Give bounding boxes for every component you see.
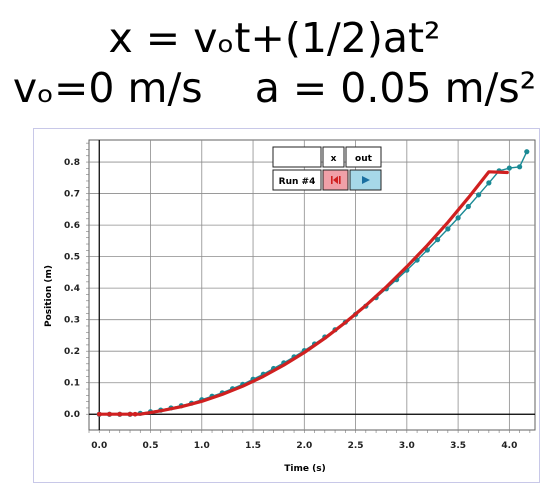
y-tick-labels: 0.0 0.1 0.2 0.3 0.4 0.5 0.6 0.7 0.8	[64, 158, 80, 420]
play-icon	[362, 176, 370, 184]
legend-blank-cell[interactable]	[272, 146, 322, 168]
legend-x-cell	[322, 146, 345, 168]
legend-run-label: Run #4	[279, 177, 316, 187]
measured-point	[455, 215, 461, 221]
legend-out-label: out	[355, 154, 373, 164]
measured-point	[445, 226, 451, 232]
legend-run-cell	[272, 169, 322, 191]
y-tick-label: 0.2	[64, 347, 80, 357]
legend-out-cell	[345, 146, 382, 168]
y-axis-title: Position (m)	[44, 265, 54, 327]
model-point	[127, 411, 133, 417]
measured-point	[476, 192, 482, 198]
x-tick-labels: 0.0 0.5 1.0 1.5 2.0 2.5 3.0 3.5 4.0	[91, 441, 517, 451]
x-tick-label: 1.0	[194, 441, 210, 451]
y-tick-label: 0.7	[64, 190, 80, 200]
grid-lines	[88, 139, 536, 431]
y-tick-label: 0.5	[64, 253, 80, 263]
y-tick-label: 0.3	[64, 316, 80, 326]
y-tick-label: 0.8	[64, 158, 80, 168]
x-tick-label: 4.0	[501, 441, 517, 451]
legend-x-label: x	[331, 154, 337, 164]
model-point	[132, 411, 138, 417]
model-point	[107, 411, 112, 417]
model-point	[96, 411, 102, 417]
series	[96, 149, 530, 417]
y-tick-label: 0.0	[64, 410, 80, 420]
x-tick-label: 2.5	[348, 441, 364, 451]
stop-icon	[331, 176, 341, 184]
x-tick-label: 3.5	[450, 441, 466, 451]
y-tick-label: 0.1	[64, 379, 80, 389]
chart-canvas[interactable]: 0.0 0.1 0.2 0.3 0.4 0.5 0.6 0.7 0.8 0.0 0.5 1.0 1.5…	[33, 128, 540, 483]
equation-heading: x = vₒt+(1/2)at²	[108, 14, 441, 62]
x-tick-label: 1.5	[245, 441, 261, 451]
parameters-heading: vₒ=0 m/s a = 0.05 m/s²	[12, 64, 537, 112]
measured-point	[465, 203, 471, 210]
measured-point	[434, 237, 441, 243]
plot-border	[88, 139, 536, 431]
measured-point	[506, 165, 512, 171]
measured-point	[524, 149, 530, 155]
y-tick-label: 0.4	[64, 284, 80, 294]
model-point	[117, 411, 123, 417]
x-tick-label: 0.5	[143, 441, 159, 451]
axes	[86, 140, 535, 433]
x-axis-title: Time (s)	[284, 464, 325, 474]
position-time-graph[interactable]: 0.0 0.1 0.2 0.3 0.4 0.5 0.6 0.7 0.8 0.0 0.5 1.0 1.5…	[33, 128, 540, 483]
run-legend: x out Run #4	[272, 146, 382, 191]
y-tick-label: 0.6	[64, 221, 80, 231]
measured-point	[517, 164, 523, 170]
x-tick-label: 2.0	[296, 441, 312, 451]
measured-point	[486, 180, 492, 186]
x-tick-label: 0.0	[91, 441, 107, 451]
x-tick-label: 3.0	[399, 441, 415, 451]
